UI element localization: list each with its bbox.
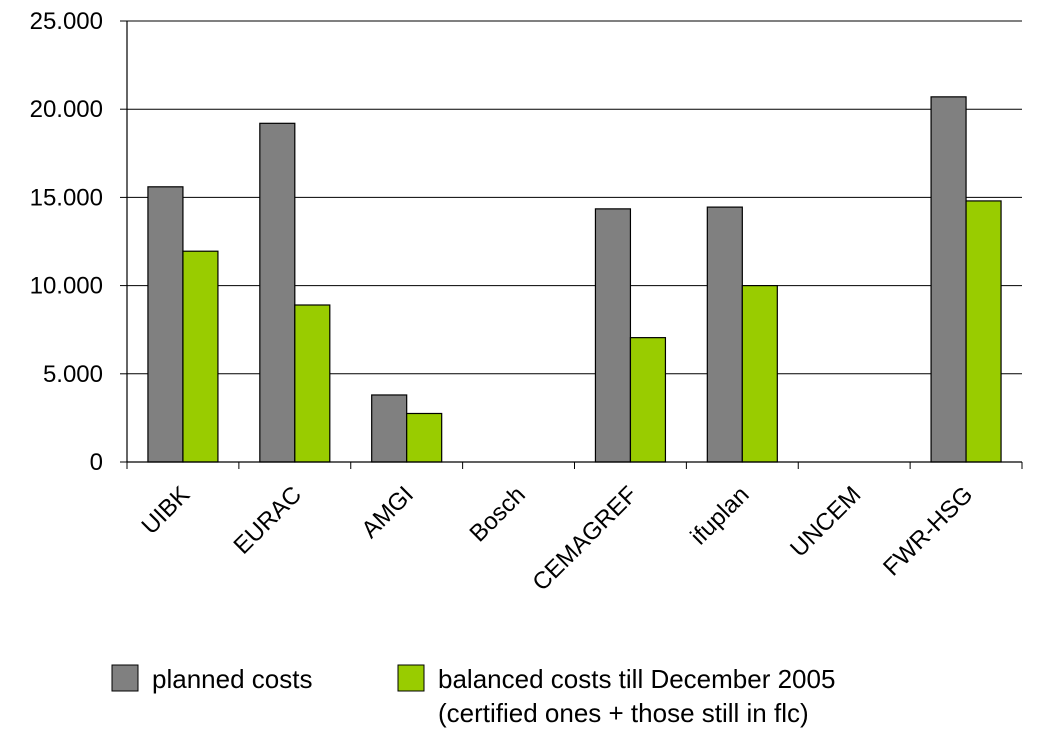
x-tick-label: FWR-HSG (878, 481, 978, 581)
bar-balanced-cemagref (629, 337, 667, 463)
legend: planned costs balanced costs till Decemb… (111, 664, 835, 728)
y-tick-label: 10.000 (30, 273, 103, 300)
x-tick-label: CEMAGREF (527, 481, 642, 596)
x-tick-label: UNCEM (785, 481, 866, 562)
x-tick-label: EURAC (229, 481, 307, 559)
y-tick-label: 15.000 (30, 184, 103, 211)
x-tick-label: UIBK (136, 481, 195, 540)
bar-planned-amgi (371, 394, 408, 463)
bar-balanced-uibk (182, 250, 219, 463)
axes (120, 20, 1023, 469)
bar-planned-ifuplan (706, 206, 743, 463)
bars (147, 96, 1002, 463)
legend-label-planned: planned costs (152, 664, 312, 694)
x-tick-label: AMGI (356, 481, 418, 543)
legend-swatch-planned (111, 664, 139, 692)
legend-label-balanced-line1: balanced costs till December 2005 (438, 664, 835, 694)
bar-balanced-fwr-hsg (965, 200, 1002, 463)
legend-swatch-balanced (397, 664, 425, 692)
y-tick-label: 0 (90, 449, 103, 476)
bar-planned-cemagref (594, 208, 632, 463)
legend-label-balanced-line2: (certified ones + those still in flc) (438, 698, 809, 728)
y-tick-label: 5.000 (43, 361, 103, 388)
bar-planned-fwr-hsg (930, 96, 967, 463)
y-tick-label: 20.000 (30, 96, 103, 123)
x-tick-label: Bosch (465, 481, 531, 547)
bar-balanced-eurac (294, 304, 331, 463)
bar-balanced-ifuplan (741, 285, 778, 463)
x-tick-label: ifuplan (685, 481, 754, 550)
bar-planned-uibk (147, 186, 184, 463)
bar-planned-eurac (259, 122, 296, 463)
y-tick-labels: 0 5.000 10.000 15.000 20.000 25.000 (30, 8, 103, 476)
bar-balanced-amgi (406, 412, 443, 463)
y-tick-label: 25.000 (30, 8, 103, 35)
